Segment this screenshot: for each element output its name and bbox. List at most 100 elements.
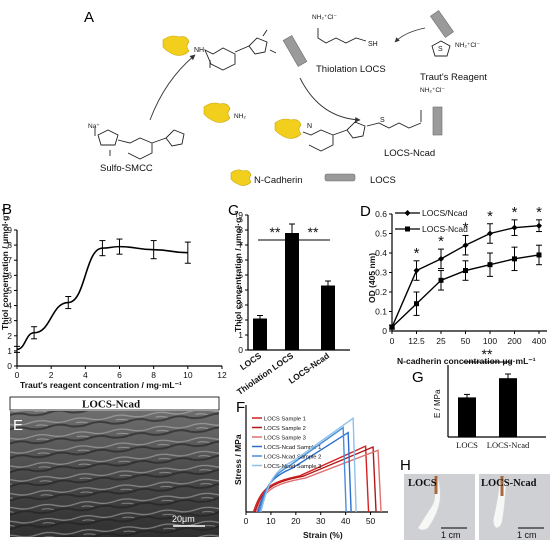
- carbonyl-top: [209, 29, 277, 68]
- sem-title: LOCS-Ncad: [82, 399, 140, 411]
- locs-rod-thiolation: [282, 35, 308, 67]
- f-marks: 0 10 20 30 40 50 LOCS Sample 1 LOCS Sample 2 LOC…: [244, 417, 382, 526]
- d-y-tick-label: 0.6: [375, 209, 387, 219]
- d-y-tick-label: 0.1: [375, 307, 387, 317]
- label-s: S: [438, 46, 443, 53]
- d-x-tick-label: 50: [461, 336, 471, 346]
- d-significance-star: *: [463, 219, 469, 236]
- g-bar: [499, 378, 517, 437]
- d-x-tick-label: 25: [436, 336, 446, 346]
- f-series-line: [258, 426, 347, 513]
- label-na: Na⁺: [88, 123, 100, 130]
- ncadherin-shape-mid: [203, 102, 231, 123]
- c-sig-label-2: **: [308, 224, 319, 240]
- f-x-tick-label: 50: [366, 516, 376, 526]
- locs-rod-trauts: [430, 10, 454, 38]
- b-x-tick-label: 6: [117, 370, 122, 380]
- ncadherin-shape-product: [274, 118, 302, 139]
- d-legend-label-2: LOCS-Ncad: [422, 224, 468, 234]
- panel-g-letter: G: [412, 369, 424, 386]
- panel-c: C Thiol concentration / μmol·g⁻¹ 0 1 2 3 4 5 6…: [228, 202, 350, 397]
- c-bar: [321, 285, 335, 350]
- panel-a: A NH NH₂⁺Cl⁻ SH Thiolation LOCS S NH₂⁺Cl…: [84, 9, 487, 186]
- panel-f: F Stress / MPa Strain (%) 0 10 20 30 40 50 LOC…: [233, 399, 388, 540]
- arrow-trauts: [394, 27, 426, 43]
- f-legend-label: LOCS-Ncad Sample 1: [264, 445, 321, 451]
- label-s-product: S: [380, 117, 385, 124]
- label-nh2cl-product: NH₂⁺Cl⁻: [420, 87, 445, 94]
- arrow-from-sulfo: [149, 54, 196, 121]
- b-y-tick-label: 0: [7, 361, 12, 371]
- c-y-tick-label: 5: [238, 270, 243, 280]
- f-legend-label: LOCS-Ncad Sample 2: [264, 455, 321, 461]
- d-x-tick-label: 12.5: [408, 336, 425, 346]
- d-x-label: N-cadherin concentration μg·mL⁻¹: [397, 356, 536, 366]
- c-y-tick-label: 9: [238, 210, 243, 220]
- c-y-label: Thiol concentration / μmol·g⁻¹: [233, 210, 243, 332]
- c-sig-label-1: **: [270, 224, 281, 240]
- g-marks: LOCS LOCS-Ncad **: [456, 346, 530, 450]
- d-point-diamond: [413, 267, 420, 274]
- b-y-tick-label: 8: [7, 240, 12, 250]
- b-y-tick-label: 1: [7, 346, 12, 356]
- c-bar: [253, 318, 267, 350]
- label-locs-ncad-product: LOCS-Ncad: [384, 148, 435, 159]
- label-n-product: N: [307, 123, 312, 130]
- trauts-ring: [431, 40, 451, 57]
- sem-fiber-texture: [10, 411, 219, 537]
- d-x-tick-label: 400: [532, 336, 546, 346]
- b-x-tick-label: 10: [183, 370, 193, 380]
- d-point-square: [438, 277, 444, 283]
- b-series-line: [16, 245, 188, 351]
- label-sulfo-smcc: Sulfo-SMCC: [100, 163, 153, 174]
- b-y-tick-label: 4: [7, 301, 12, 311]
- f-series-line: [254, 445, 377, 513]
- label-thiolation-locs: Thiolation LOCS: [316, 64, 386, 75]
- d-point-diamond: [462, 242, 469, 249]
- g-bar: [458, 397, 476, 437]
- c-y-tick-label: 4: [238, 285, 243, 295]
- f-legend-label: LOCS-Ncad Sample 3: [264, 464, 321, 470]
- panel-h-letter: H: [400, 457, 411, 474]
- locs-rod-product: [432, 106, 443, 136]
- legend-locs-swatch: [324, 173, 356, 182]
- panel-b: B Thiol concentration / μmol·g⁻¹ Traut's…: [0, 201, 227, 390]
- sem-scale-label: 20μm: [172, 514, 195, 524]
- legend-ncadherin-label: N-Cadherin: [254, 175, 303, 186]
- c-y-tick-label: 2: [238, 315, 243, 325]
- b-y-tick-label: 5: [7, 285, 12, 295]
- b-x-tick-label: 12: [217, 370, 227, 380]
- panel-h: H LOCS 1 cm LOCS-Ncad 1 cm: [400, 457, 550, 540]
- c-category-label: LOCS-Ncad: [287, 350, 331, 385]
- d-y-tick-label: 0.5: [375, 229, 387, 239]
- label-nh2: NH₂: [234, 113, 246, 120]
- f-legend-label: LOCS Sample 1: [264, 417, 306, 423]
- sem-title-bar: [9, 396, 220, 411]
- d-point-square: [463, 268, 468, 274]
- panel-b-letter: B: [2, 201, 12, 218]
- panel-e-letter: E: [13, 417, 23, 434]
- panel-d-letter: D: [360, 203, 371, 220]
- label-trauts-reagent: Traut's Reagent: [420, 72, 487, 83]
- photo-locs-ncad: [479, 474, 550, 540]
- legend-locs-label: LOCS: [370, 175, 396, 186]
- b-y-tick-label: 2: [7, 331, 12, 341]
- d-point-diamond: [536, 222, 542, 229]
- label-nh2cl-trauts: NH₂⁺Cl⁻: [455, 42, 480, 49]
- photo-locs-specimen: [417, 477, 441, 531]
- panel-d: D OD (405 nm) N-cadherin concentration μ…: [360, 203, 547, 366]
- c-y-tick-label: 6: [238, 255, 243, 265]
- c-y-tick-label: 3: [238, 300, 243, 310]
- legend-ncadherin-swatch: [230, 169, 252, 186]
- b-y-tick-label: 9: [7, 225, 12, 235]
- d-legend-marker-1: [404, 210, 411, 216]
- d-x-tick-label: 200: [507, 336, 521, 346]
- d-point-diamond: [511, 224, 518, 231]
- d-significance-star: *: [512, 204, 518, 221]
- d-x-tick-label: 0: [390, 336, 395, 346]
- d-significance-star: *: [414, 245, 420, 262]
- f-x-tick-label: 20: [291, 516, 301, 526]
